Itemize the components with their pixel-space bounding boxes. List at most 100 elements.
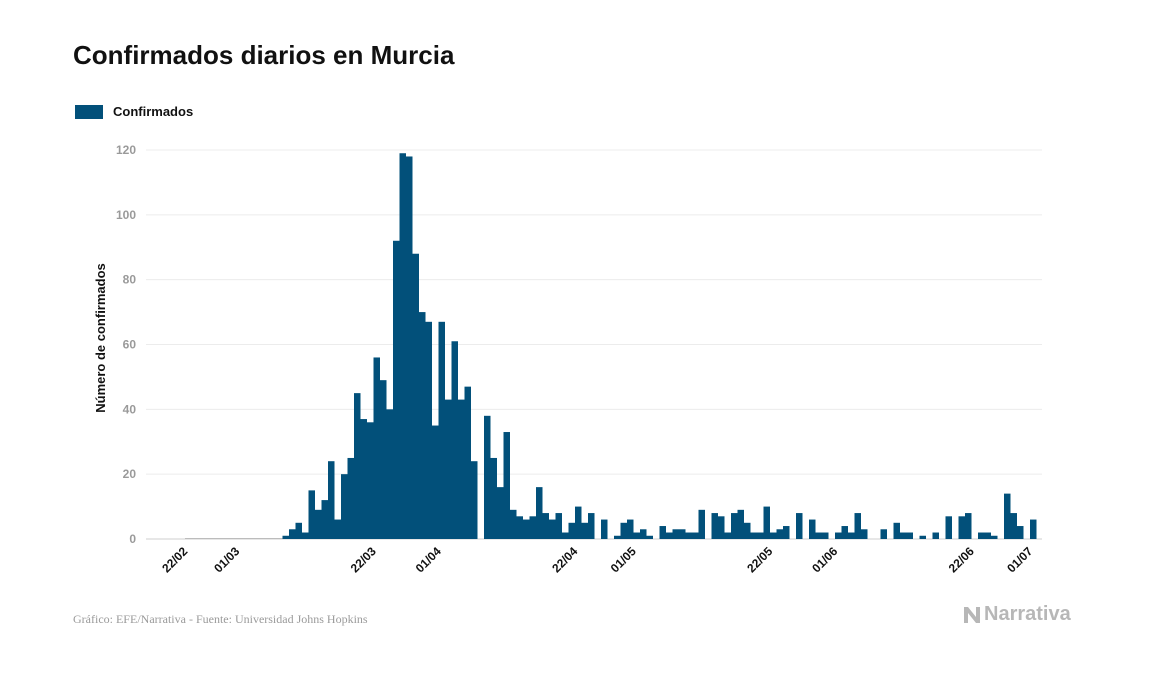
bar — [620, 522, 627, 539]
y-tick-label: 100 — [116, 208, 136, 222]
bar — [315, 509, 322, 539]
bar — [243, 538, 250, 539]
bar — [698, 509, 705, 539]
bar — [432, 425, 439, 539]
y-tick-label: 120 — [116, 143, 136, 157]
bar — [445, 399, 452, 539]
bar — [211, 538, 218, 539]
bar — [302, 532, 309, 539]
bar — [744, 522, 751, 539]
bar — [646, 535, 653, 539]
bar — [783, 526, 790, 539]
y-tick-label: 20 — [123, 467, 137, 481]
bar — [529, 516, 536, 539]
x-tick-label: 01/06 — [809, 544, 840, 575]
bar — [588, 513, 595, 539]
y-tick-label: 0 — [129, 532, 136, 546]
bar — [685, 532, 692, 539]
bar — [523, 519, 530, 539]
bar — [497, 487, 504, 539]
y-tick-label: 60 — [123, 338, 137, 352]
bar — [393, 240, 400, 539]
bar — [191, 538, 198, 539]
bar — [464, 386, 471, 539]
bar — [263, 538, 270, 539]
bar — [835, 532, 842, 539]
bar — [568, 522, 575, 539]
bar — [718, 516, 725, 539]
bar — [484, 415, 491, 539]
bar — [334, 519, 341, 539]
bar — [419, 312, 426, 539]
bar — [848, 532, 855, 539]
bar — [204, 538, 211, 539]
bar — [549, 519, 556, 539]
y-tick-label: 40 — [123, 402, 137, 416]
bar — [373, 357, 380, 539]
bar — [367, 422, 374, 539]
bar — [984, 532, 991, 539]
bar — [1017, 526, 1024, 539]
bar — [945, 516, 952, 539]
bar — [1030, 519, 1037, 539]
bar — [666, 532, 673, 539]
bar — [796, 513, 803, 539]
bar — [809, 519, 816, 539]
gridlines — [146, 149, 1042, 540]
bar — [347, 457, 354, 539]
bar — [581, 522, 588, 539]
bar — [516, 516, 523, 539]
bar — [919, 535, 926, 539]
x-tick-label: 01/05 — [608, 544, 639, 575]
bar — [289, 529, 296, 539]
bars — [185, 153, 1037, 539]
x-tick-label: 22/03 — [348, 544, 379, 575]
bar — [217, 538, 224, 539]
bar — [1004, 493, 1011, 539]
bar — [458, 399, 465, 539]
bar — [822, 532, 829, 539]
bar — [237, 538, 244, 539]
x-tick-label: 01/07 — [1004, 544, 1035, 575]
bar — [438, 321, 445, 539]
bar — [341, 474, 348, 539]
bar — [503, 432, 510, 539]
bar — [399, 153, 406, 539]
bar — [425, 321, 432, 539]
bar — [731, 513, 738, 539]
bar — [958, 516, 965, 539]
bar — [321, 500, 328, 539]
bar — [711, 513, 718, 539]
bar — [282, 535, 289, 539]
bar — [640, 529, 647, 539]
bar — [575, 506, 582, 539]
bar — [276, 538, 283, 539]
bar — [250, 538, 257, 539]
bar — [659, 526, 666, 539]
bar — [900, 532, 907, 539]
brand-logo: Narrativa — [962, 603, 1071, 626]
bar — [386, 409, 393, 539]
bar — [360, 419, 367, 539]
bar — [269, 538, 276, 539]
footer-credit: Gráfico: EFE/Narrativa - Fuente: Univers… — [73, 612, 368, 626]
bar — [763, 506, 770, 539]
bar — [861, 529, 868, 539]
bar — [224, 538, 231, 539]
bar — [614, 535, 621, 539]
bar — [750, 532, 757, 539]
bar — [256, 538, 263, 539]
bar — [308, 490, 315, 539]
narrativa-logo-icon — [964, 606, 980, 623]
bar — [672, 529, 679, 539]
legend-label: Confirmados — [113, 104, 194, 119]
bar — [627, 519, 634, 539]
x-tick-label: 01/03 — [211, 544, 242, 575]
x-tick-label: 01/04 — [413, 544, 444, 575]
bar — [412, 253, 419, 539]
y-axis-label: Número de confirmados — [93, 263, 108, 413]
bar — [354, 393, 361, 539]
bar — [328, 461, 335, 539]
bar — [880, 529, 887, 539]
